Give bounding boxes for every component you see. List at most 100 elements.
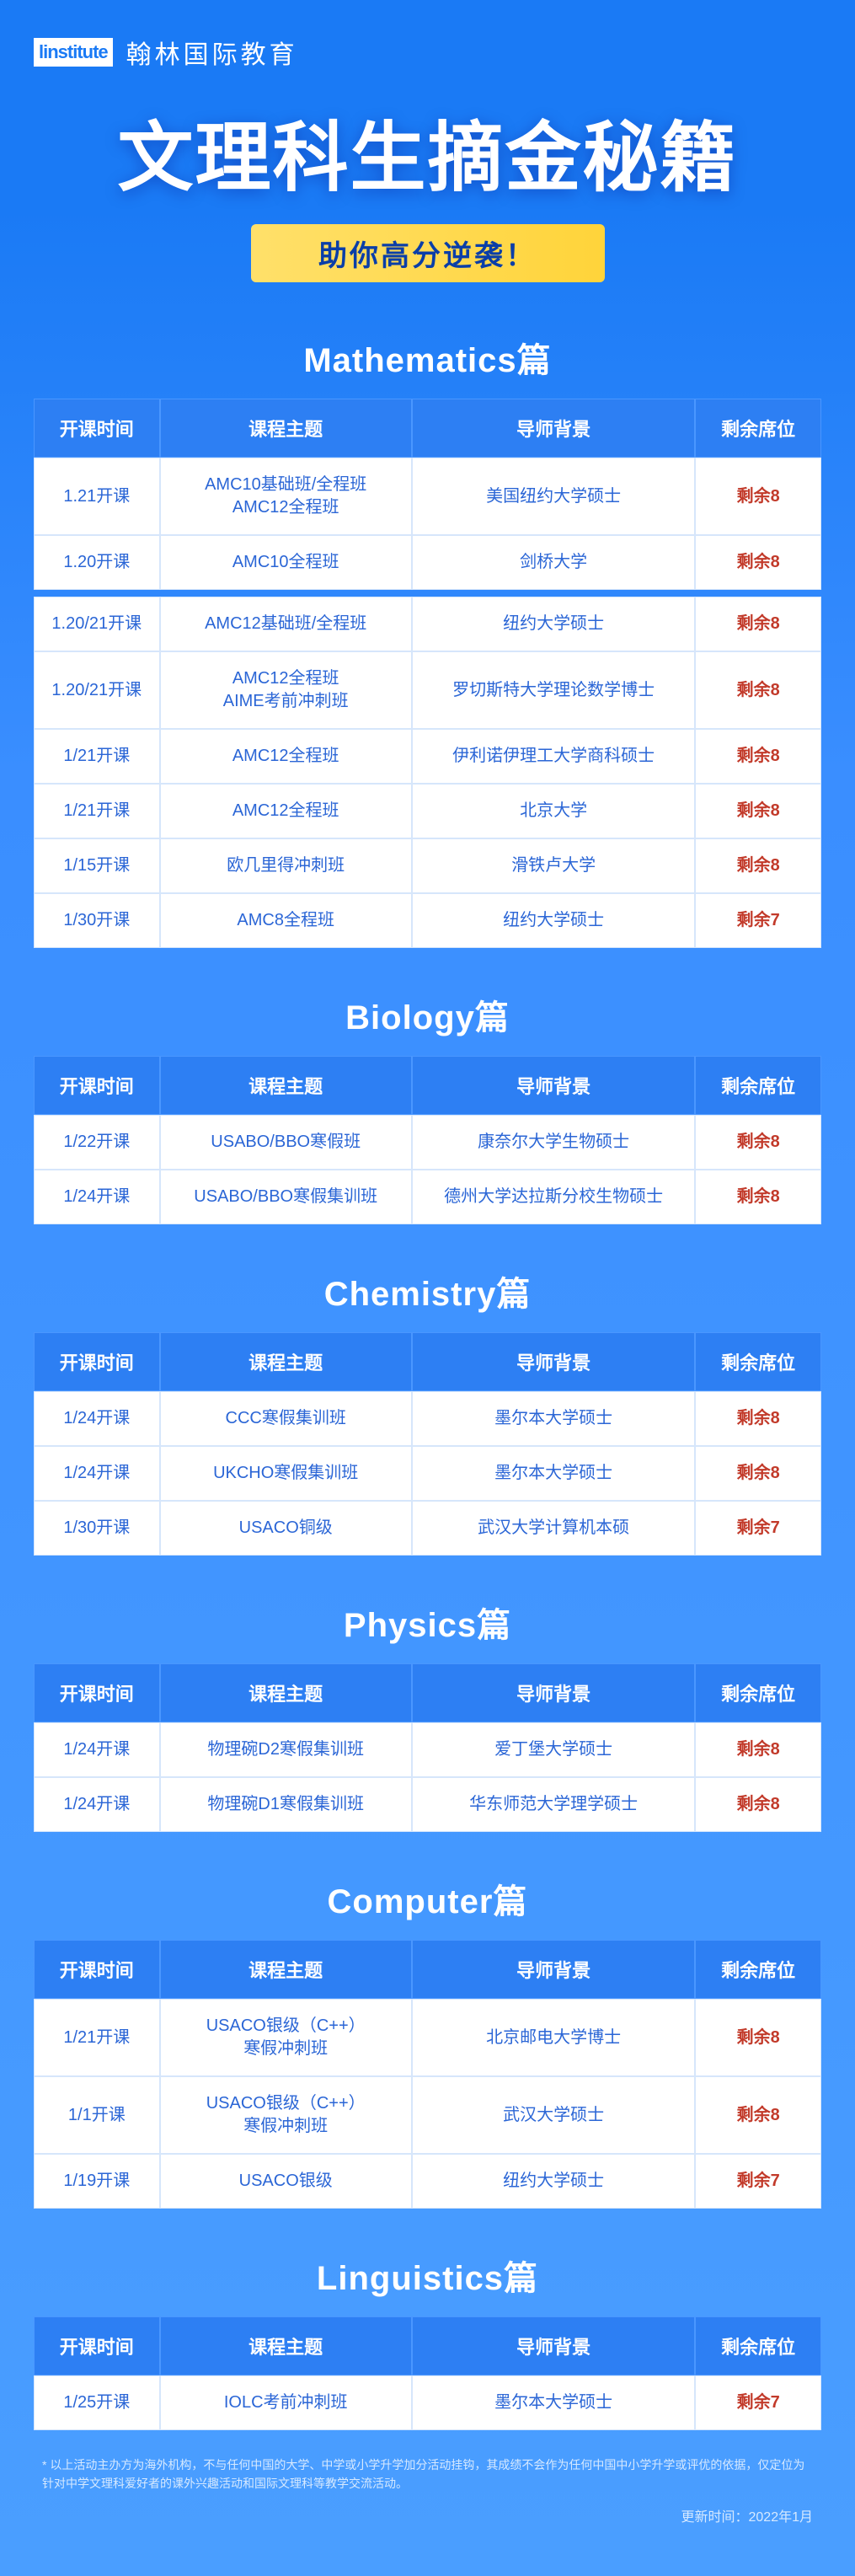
cell-topic: AMC12全程班 <box>160 784 412 838</box>
th-tutor: 导师背景 <box>412 1056 696 1115</box>
cell-topic: UKCHO寒假集训班 <box>160 1446 412 1501</box>
course-table: 开课时间课程主题导师背景剩余席位1/25开课IOLC考前冲刺班墨尔本大学硕士剩余… <box>34 2316 821 2430</box>
th-seats: 剩余席位 <box>695 1940 821 1999</box>
cell-seats: 剩余8 <box>695 1722 821 1777</box>
cell-time: 1/25开课 <box>34 2375 160 2430</box>
table-row <box>34 590 821 597</box>
cell-seats: 剩余8 <box>695 1170 821 1224</box>
cell-tutor: 北京大学 <box>412 784 696 838</box>
cell-seats: 剩余7 <box>695 2375 821 2430</box>
cell-topic: USABO/BBO寒假集训班 <box>160 1170 412 1224</box>
course-table: 开课时间课程主题导师背景剩余席位1/24开课CCC寒假集训班墨尔本大学硕士剩余8… <box>34 1332 821 1556</box>
table-row: 1/24开课USABO/BBO寒假集训班德州大学达拉斯分校生物硕士剩余8 <box>34 1170 821 1224</box>
update-time: 更新时间：2022年1月 <box>0 2493 855 2525</box>
cell-tutor: 德州大学达拉斯分校生物硕士 <box>412 1170 696 1224</box>
th-topic: 课程主题 <box>160 1056 412 1115</box>
cell-topic: USABO/BBO寒假班 <box>160 1115 412 1170</box>
cell-seats: 剩余7 <box>695 2154 821 2209</box>
logo-text: 翰林国际教育 <box>126 34 298 71</box>
cell-seats: 剩余8 <box>695 2076 821 2154</box>
cell-topic: IOLC考前冲刺班 <box>160 2375 412 2430</box>
th-tutor: 导师背景 <box>412 399 696 458</box>
sub-banner: 助你高分逆袭！ <box>251 224 605 282</box>
headline: 文理科生摘金秘籍 <box>0 96 855 206</box>
th-seats: 剩余席位 <box>695 1332 821 1391</box>
footer-note: * 以上活动主办方为海外机构，不与任何中国的大学、中学或小学升学加分活动挂钩，其… <box>0 2430 855 2493</box>
logo-row: linstitute 翰林国际教育 <box>0 34 855 96</box>
table-row: 1.20开课AMC10全程班剑桥大学剩余8 <box>34 535 821 590</box>
course-table: 开课时间课程主题导师背景剩余席位1/21开课USACO银级（C++）寒假冲刺班北… <box>34 1940 821 2209</box>
cell-seats: 剩余7 <box>695 1501 821 1556</box>
th-topic: 课程主题 <box>160 399 412 458</box>
cell-topic: USACO铜级 <box>160 1501 412 1556</box>
table-row: 1/21开课AMC12全程班北京大学剩余8 <box>34 784 821 838</box>
section-3: Physics篇开课时间课程主题导师背景剩余席位1/24开课物理碗D2寒假集训班… <box>0 1556 855 1832</box>
cell-seats: 剩余8 <box>695 458 821 535</box>
cell-topic: 物理碗D1寒假集训班 <box>160 1777 412 1832</box>
cell-time: 1/24开课 <box>34 1722 160 1777</box>
cell-seats: 剩余8 <box>695 1999 821 2076</box>
th-tutor: 导师背景 <box>412 1663 696 1722</box>
th-seats: 剩余席位 <box>695 1056 821 1115</box>
cell-tutor: 滑铁卢大学 <box>412 838 696 893</box>
table-row: 1/24开课物理碗D1寒假集训班华东师范大学理学硕士剩余8 <box>34 1777 821 1832</box>
table-row: 1/1开课USACO银级（C++）寒假冲刺班武汉大学硕士剩余8 <box>34 2076 821 2154</box>
cell-time: 1/24开课 <box>34 1446 160 1501</box>
cell-time: 1/30开课 <box>34 1501 160 1556</box>
section-0: Mathematics篇开课时间课程主题导师背景剩余席位1.21开课AMC10基… <box>0 291 855 948</box>
th-seats: 剩余席位 <box>695 399 821 458</box>
th-tutor: 导师背景 <box>412 2316 696 2375</box>
cell-topic: AMC12基础班/全程班 <box>160 597 412 651</box>
section-title: Biology篇 <box>34 990 821 1039</box>
cell-tutor: 康奈尔大学生物硕士 <box>412 1115 696 1170</box>
cell-time: 1/24开课 <box>34 1170 160 1224</box>
cell-tutor: 剑桥大学 <box>412 535 696 590</box>
th-topic: 课程主题 <box>160 1663 412 1722</box>
cell-topic: AMC12全程班AIME考前冲刺班 <box>160 651 412 729</box>
th-tutor: 导师背景 <box>412 1940 696 1999</box>
cell-seats: 剩余8 <box>695 1115 821 1170</box>
section-title: Linguistics篇 <box>34 2251 821 2300</box>
cell-seats: 剩余8 <box>695 535 821 590</box>
cell-tutor: 墨尔本大学硕士 <box>412 1391 696 1446</box>
cell-topic: AMC10全程班 <box>160 535 412 590</box>
th-seats: 剩余席位 <box>695 1663 821 1722</box>
th-topic: 课程主题 <box>160 1332 412 1391</box>
cell-time: 1.21开课 <box>34 458 160 535</box>
cell-seats: 剩余8 <box>695 1777 821 1832</box>
th-topic: 课程主题 <box>160 2316 412 2375</box>
section-title: Chemistry篇 <box>34 1267 821 1315</box>
cell-tutor: 墨尔本大学硕士 <box>412 2375 696 2430</box>
cell-time: 1/21开课 <box>34 784 160 838</box>
logo-mark: linstitute <box>34 38 113 67</box>
table-row: 1/19开课USACO银级纽约大学硕士剩余7 <box>34 2154 821 2209</box>
table-row: 1/15开课欧几里得冲刺班滑铁卢大学剩余8 <box>34 838 821 893</box>
cell-tutor: 纽约大学硕士 <box>412 2154 696 2209</box>
cell-tutor: 爱丁堡大学硕士 <box>412 1722 696 1777</box>
course-table: 开课时间课程主题导师背景剩余席位1/22开课USABO/BBO寒假班康奈尔大学生… <box>34 1056 821 1224</box>
cell-time: 1/1开课 <box>34 2076 160 2154</box>
section-1: Biology篇开课时间课程主题导师背景剩余席位1/22开课USABO/BBO寒… <box>0 948 855 1224</box>
cell-tutor: 华东师范大学理学硕士 <box>412 1777 696 1832</box>
table-row: 1/24开课物理碗D2寒假集训班爱丁堡大学硕士剩余8 <box>34 1722 821 1777</box>
cell-topic: 欧几里得冲刺班 <box>160 838 412 893</box>
th-seats: 剩余席位 <box>695 2316 821 2375</box>
cell-tutor: 墨尔本大学硕士 <box>412 1446 696 1501</box>
cell-tutor: 武汉大学计算机本硕 <box>412 1501 696 1556</box>
section-2: Chemistry篇开课时间课程主题导师背景剩余席位1/24开课CCC寒假集训班… <box>0 1224 855 1556</box>
section-4: Computer篇开课时间课程主题导师背景剩余席位1/21开课USACO银级（C… <box>0 1832 855 2209</box>
cell-tutor: 伊利诺伊理工大学商科硕士 <box>412 729 696 784</box>
th-topic: 课程主题 <box>160 1940 412 1999</box>
th-time: 开课时间 <box>34 399 160 458</box>
th-time: 开课时间 <box>34 1940 160 1999</box>
cell-tutor: 美国纽约大学硕士 <box>412 458 696 535</box>
section-5: Linguistics篇开课时间课程主题导师背景剩余席位1/25开课IOLC考前… <box>0 2209 855 2430</box>
cell-topic: 物理碗D2寒假集训班 <box>160 1722 412 1777</box>
cell-seats: 剩余8 <box>695 597 821 651</box>
cell-seats: 剩余8 <box>695 784 821 838</box>
cell-time: 1/30开课 <box>34 893 160 948</box>
cell-seats: 剩余8 <box>695 1391 821 1446</box>
cell-time: 1.20/21开课 <box>34 597 160 651</box>
table-row: 1/30开课AMC8全程班纽约大学硕士剩余7 <box>34 893 821 948</box>
cell-topic: USACO银级（C++）寒假冲刺班 <box>160 2076 412 2154</box>
